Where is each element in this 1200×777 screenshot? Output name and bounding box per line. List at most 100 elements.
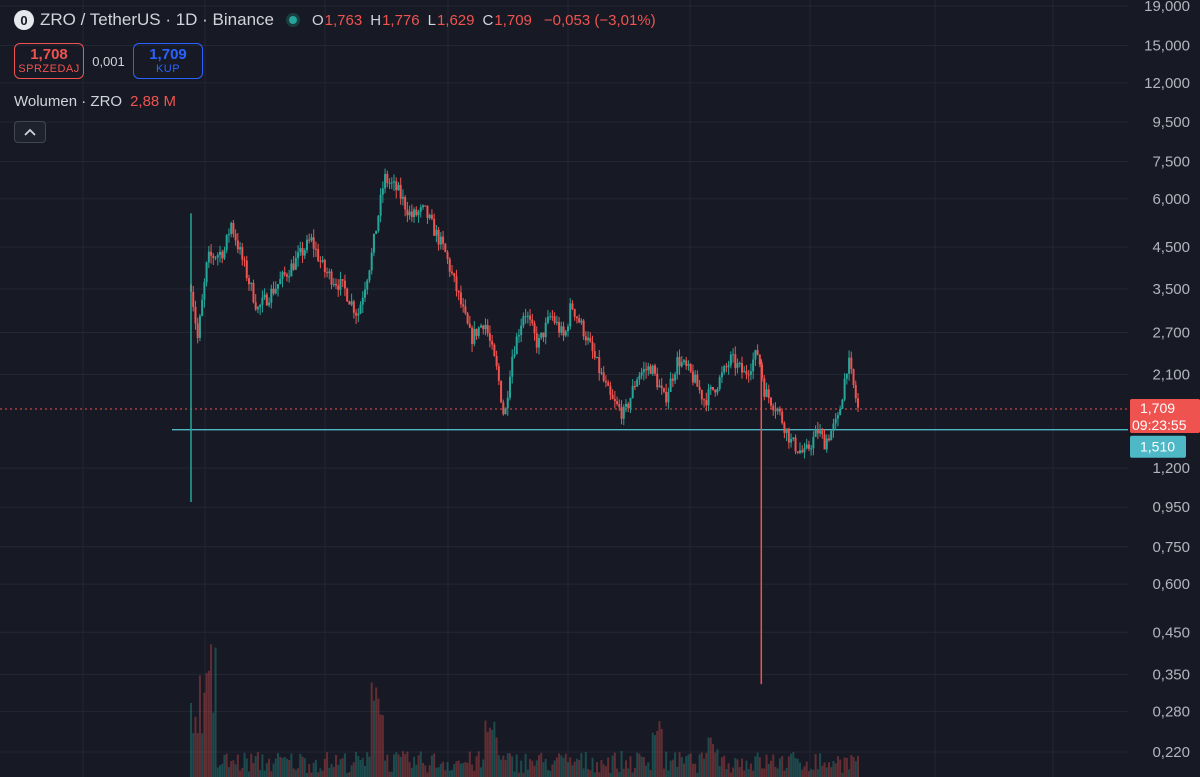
candle: [569, 298, 572, 330]
volume-bar: [484, 720, 487, 777]
candle: [613, 390, 616, 409]
sell-button[interactable]: 1,708 SPRZEDAJ: [14, 43, 84, 79]
candle: [707, 383, 710, 412]
volume-bar: [201, 733, 204, 777]
candle: [339, 271, 342, 296]
candle: [687, 360, 690, 371]
volume-bar: [718, 766, 721, 777]
y-tick-label: 0,450: [1152, 624, 1190, 641]
volume-bar: [741, 758, 743, 777]
candle: [841, 398, 844, 410]
volume-bar: [419, 751, 422, 777]
candle: [785, 428, 788, 442]
candle: [384, 168, 387, 194]
candle: [243, 256, 246, 267]
candle: [758, 354, 761, 368]
candle: [836, 411, 839, 427]
volume-bar: [638, 753, 641, 777]
candle: [212, 253, 215, 265]
volume-bar: [330, 763, 333, 777]
volume-bar: [506, 753, 509, 777]
volume-bar: [857, 755, 859, 777]
volume-bar: [752, 770, 755, 777]
volume-bar: [587, 769, 590, 777]
volume-bar: [221, 763, 224, 777]
candle: [738, 361, 741, 368]
candle: [232, 220, 235, 238]
volume-bar: [473, 770, 476, 777]
candle: [426, 205, 429, 224]
candle: [531, 313, 534, 326]
volume-bar: [328, 767, 331, 777]
candle: [718, 375, 721, 392]
volume-bar: [676, 766, 679, 777]
volume-bar: [553, 760, 556, 777]
volume-bar: [716, 749, 719, 777]
volume-bar: [526, 769, 529, 777]
candle: [691, 364, 694, 386]
volume-bar: [388, 771, 391, 777]
candle: [254, 294, 257, 312]
volume-bar: [346, 772, 349, 777]
buy-button[interactable]: 1,709 KUP: [133, 43, 203, 79]
volume-bar: [290, 753, 293, 777]
volume-bar: [544, 758, 547, 777]
symbol-title[interactable]: ZRO / TetherUS · 1D · Binance: [40, 10, 274, 29]
volume-bar: [738, 767, 741, 777]
volume-bar: [216, 767, 219, 777]
y-tick-label: 2,700: [1152, 324, 1190, 341]
volume-bar: [486, 732, 489, 777]
volume-bar: [297, 768, 300, 777]
candle: [816, 421, 819, 440]
candle: [584, 331, 587, 346]
candle: [341, 279, 344, 288]
candle: [375, 230, 378, 235]
last-price-value: 1,709: [1140, 400, 1175, 416]
volume-bar: [198, 675, 201, 777]
candle: [654, 363, 656, 377]
candle: [564, 329, 567, 338]
volume-bar: [629, 756, 632, 777]
candle: [386, 170, 389, 188]
candle: [665, 383, 668, 407]
candle: [493, 343, 496, 357]
volume-bar: [310, 772, 313, 777]
candle: [578, 314, 581, 324]
volume-bar: [725, 769, 728, 777]
candle: [281, 270, 284, 288]
volume-bar: [616, 768, 619, 777]
candle: [506, 390, 509, 416]
candle: [314, 241, 317, 257]
candle: [593, 343, 596, 361]
candle: [770, 396, 772, 410]
candle: [604, 375, 607, 388]
candle: [497, 363, 500, 386]
candle: [350, 293, 353, 307]
volume-bar: [196, 733, 199, 777]
candle: [852, 368, 855, 389]
candle: [671, 373, 674, 388]
candle: [207, 245, 210, 268]
candle: [522, 312, 525, 329]
collapse-legend-button[interactable]: [14, 121, 46, 143]
volume-bar: [694, 763, 697, 777]
candle: [433, 213, 436, 236]
volume-bar: [810, 768, 813, 777]
volume-bar: [591, 757, 594, 777]
candle: [317, 243, 320, 262]
volume-label[interactable]: Wolumen · ZRO: [14, 93, 123, 110]
candle: [533, 320, 536, 341]
volume-bar: [308, 764, 311, 777]
volume-bar: [602, 764, 605, 777]
volume-bar: [343, 753, 346, 777]
volume-bar: [691, 763, 694, 777]
candle: [821, 427, 824, 439]
candle: [587, 331, 590, 345]
candle: [828, 434, 830, 442]
candle: [261, 290, 264, 313]
candle: [428, 213, 431, 220]
candle: [277, 284, 279, 297]
volume-bar: [575, 758, 578, 777]
candle: [645, 362, 648, 379]
